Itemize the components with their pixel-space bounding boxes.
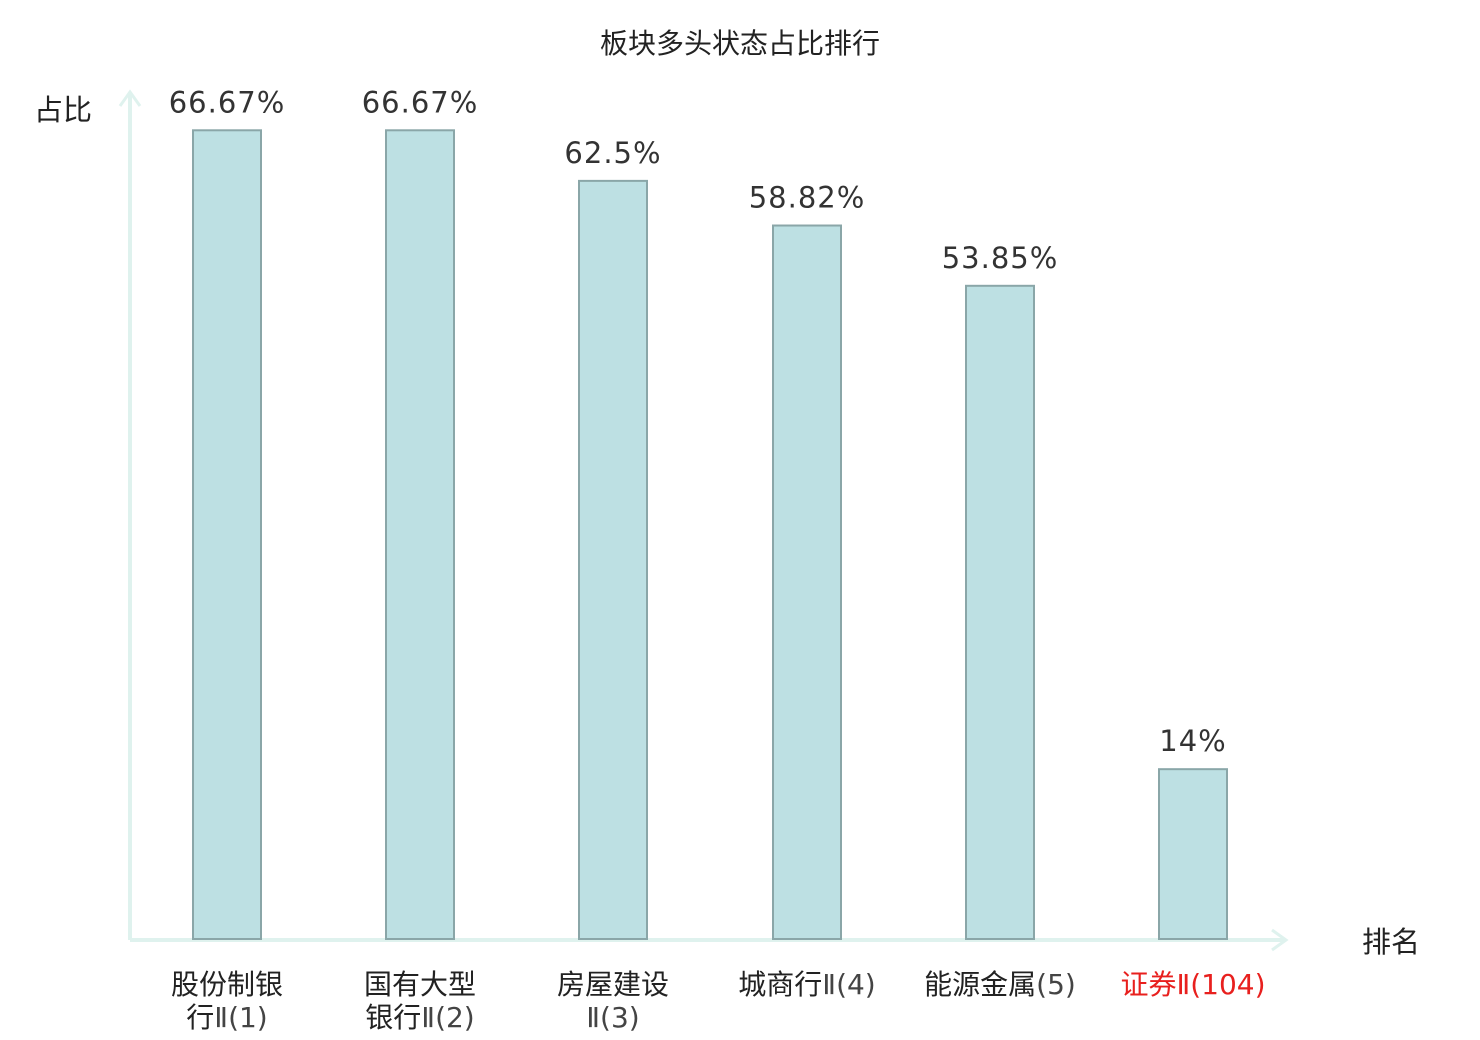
- x-axis-arrow-icon: [1271, 928, 1289, 952]
- data-label: 66.67%: [169, 85, 286, 119]
- y-axis-arrow-icon: [118, 89, 142, 107]
- data-label: 66.67%: [362, 85, 479, 119]
- bar: [578, 179, 648, 940]
- category-label: 国有大型银行Ⅱ(2): [364, 968, 476, 1034]
- bars-group: [192, 129, 1228, 940]
- category-labels-group: 股份制银行Ⅱ(1) 国有大型银行Ⅱ(2) 房屋建设 Ⅱ(3) 城商行Ⅱ(4) 能源金属(5…: [171, 968, 1266, 1034]
- data-label: 53.85%: [942, 241, 1059, 275]
- category-label: 证券Ⅱ(104): [1120, 968, 1265, 1001]
- bar: [772, 224, 842, 940]
- category-label: 能源金属(5): [924, 968, 1076, 1001]
- chart-title: 板块多头状态占比排行: [600, 27, 880, 60]
- category-label: 城商行Ⅱ(4): [738, 968, 875, 1001]
- bar: [192, 129, 262, 940]
- category-label: 房屋建设 Ⅱ(3): [557, 968, 669, 1034]
- category-label: 股份制银行Ⅱ(1): [171, 968, 283, 1034]
- data-label: 14%: [1159, 724, 1226, 758]
- bar: [965, 284, 1035, 940]
- y-axis-label: 占比: [34, 93, 92, 127]
- x-axis-label: 排名: [1362, 925, 1420, 959]
- bar: [385, 129, 455, 940]
- bar: [1158, 768, 1228, 940]
- data-label: 62.5%: [564, 136, 661, 170]
- value-labels-group: 66.67% 66.67% 62.5% 58.82% 53.85% 14%: [169, 85, 1226, 758]
- data-label: 58.82%: [749, 181, 866, 215]
